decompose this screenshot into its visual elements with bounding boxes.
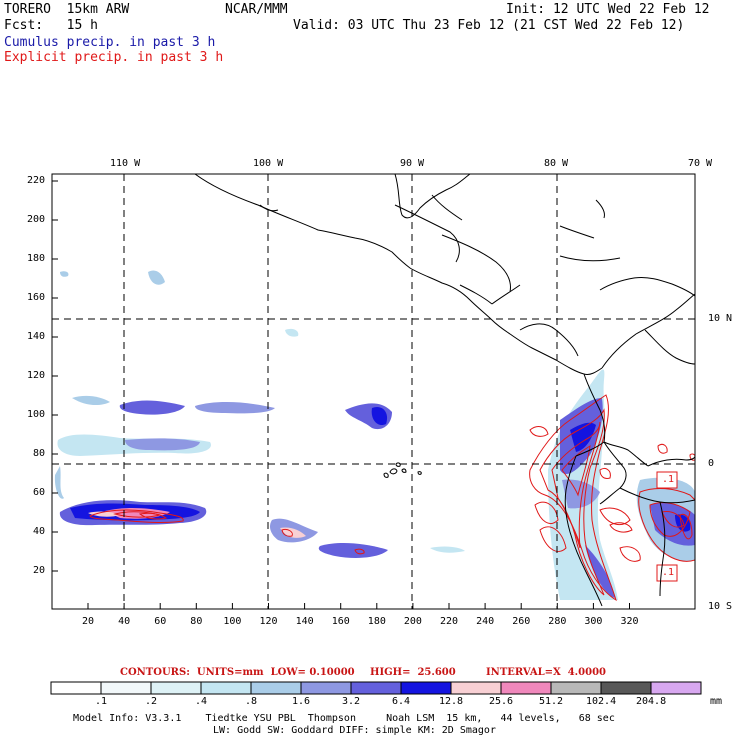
bottom-tick-label: 200 (403, 616, 422, 627)
axis-ticks (52, 180, 630, 609)
lon-label-70w: 70 W (688, 158, 713, 169)
lon-label-80w: 80 W (544, 158, 569, 169)
contour-units-note: CONTOURS: UNITS=mm LOW= 0.10000 (120, 667, 355, 678)
bottom-tick-label: 180 (367, 616, 386, 627)
left-tick-label: 160 (26, 292, 45, 303)
colorbar-label: 3.2 (342, 696, 361, 707)
colorbar-swatch (650, 681, 702, 695)
bottom-tick-label: 220 (440, 616, 459, 627)
plot-frame (51, 173, 696, 610)
left-tick-label: 200 (26, 214, 45, 225)
contour-high-note: HIGH= 25.600 (370, 667, 456, 678)
graticule (52, 174, 695, 609)
colorbar-swatch (500, 681, 552, 695)
org-label: NCAR/MMM (225, 2, 288, 17)
left-tick-label: 60 (32, 487, 45, 498)
colorbar-swatch (450, 681, 502, 695)
model-title: TORERO 15km ARW (4, 2, 130, 17)
colorbar (50, 681, 702, 695)
lon-label-110w: 110 W (110, 158, 141, 169)
colorbar-label: .4 (195, 696, 208, 707)
bottom-tick-label: 140 (295, 616, 314, 627)
bottom-tick-label: 260 (512, 616, 531, 627)
contour-value-label: .1 (662, 567, 675, 578)
explicit-field-label: Explicit precip. in past 3 h (4, 50, 224, 65)
lon-label-100w: 100 W (253, 158, 284, 169)
colorbar-label: .2 (145, 696, 158, 707)
colorbar-swatch (600, 681, 652, 695)
bottom-tick-label: 280 (548, 616, 567, 627)
explicit-precip-contours (89, 394, 695, 602)
contour-interval-note: INTERVAL=X 4.0000 (486, 667, 606, 678)
bottom-tick-label: 100 (223, 616, 242, 627)
coastlines (194, 174, 695, 607)
left-tick-label: 120 (26, 370, 45, 381)
colorbar-unit: mm (710, 696, 723, 707)
colorbar-swatch (200, 681, 252, 695)
physics-info: LW: Godd SW: Goddard DIFF: simple KM: 2D… (213, 725, 496, 736)
left-tick-label: 40 (32, 526, 45, 537)
colorbar-swatch (550, 681, 602, 695)
left-tick-label: 220 (26, 175, 45, 186)
bottom-tick-label: 20 (82, 616, 95, 627)
colorbar-label: 1.6 (292, 696, 311, 707)
colorbar-swatch (400, 681, 452, 695)
bottom-tick-label: 120 (259, 616, 278, 627)
model-info: Model Info: V3.3.1 Tiedtke YSU PBL Thomp… (73, 713, 615, 724)
contour-value-label: .1 (662, 474, 675, 485)
colorbar-label: 204.8 (636, 696, 667, 707)
colorbar-label: 25.6 (489, 696, 514, 707)
bottom-tick-label: 80 (190, 616, 203, 627)
lat-label-10n: 10 N (708, 313, 733, 324)
colorbar-swatch (50, 681, 102, 695)
lon-label-90w: 90 W (400, 158, 425, 169)
left-tick-label: 20 (32, 565, 45, 576)
colorbar-label: .8 (245, 696, 258, 707)
colorbar-swatch (300, 681, 352, 695)
colorbar-label: 102.4 (586, 696, 617, 707)
bottom-tick-label: 320 (620, 616, 639, 627)
colorbar-label: 51.2 (539, 696, 564, 707)
bottom-tick-label: 60 (154, 616, 167, 627)
bottom-tick-label: 240 (476, 616, 495, 627)
left-tick-label: 100 (26, 409, 45, 420)
colorbar-label: .1 (95, 696, 108, 707)
colorbar-swatch (250, 681, 302, 695)
bottom-tick-label: 300 (584, 616, 603, 627)
left-tick-label: 180 (26, 253, 45, 264)
lat-label-10s: 10 S (708, 601, 733, 612)
lat-label-0: 0 (708, 458, 715, 469)
valid-time: Valid: 03 UTC Thu 23 Feb 12 (21 CST Wed … (293, 18, 685, 33)
colorbar-swatch (150, 681, 202, 695)
colorbar-label: 12.8 (439, 696, 464, 707)
left-tick-label: 80 (32, 448, 45, 459)
init-time: Init: 12 UTC Wed 22 Feb 12 (506, 2, 710, 17)
colorbar-swatch (100, 681, 152, 695)
left-tick-label: 140 (26, 331, 45, 342)
colorbar-label: 6.4 (392, 696, 411, 707)
colorbar-swatch (350, 681, 402, 695)
bottom-tick-label: 40 (118, 616, 131, 627)
cumulus-field-label: Cumulus precip. in past 3 h (4, 35, 216, 50)
bottom-tick-label: 160 (331, 616, 350, 627)
forecast-hour: Fcst: 15 h (4, 18, 98, 33)
